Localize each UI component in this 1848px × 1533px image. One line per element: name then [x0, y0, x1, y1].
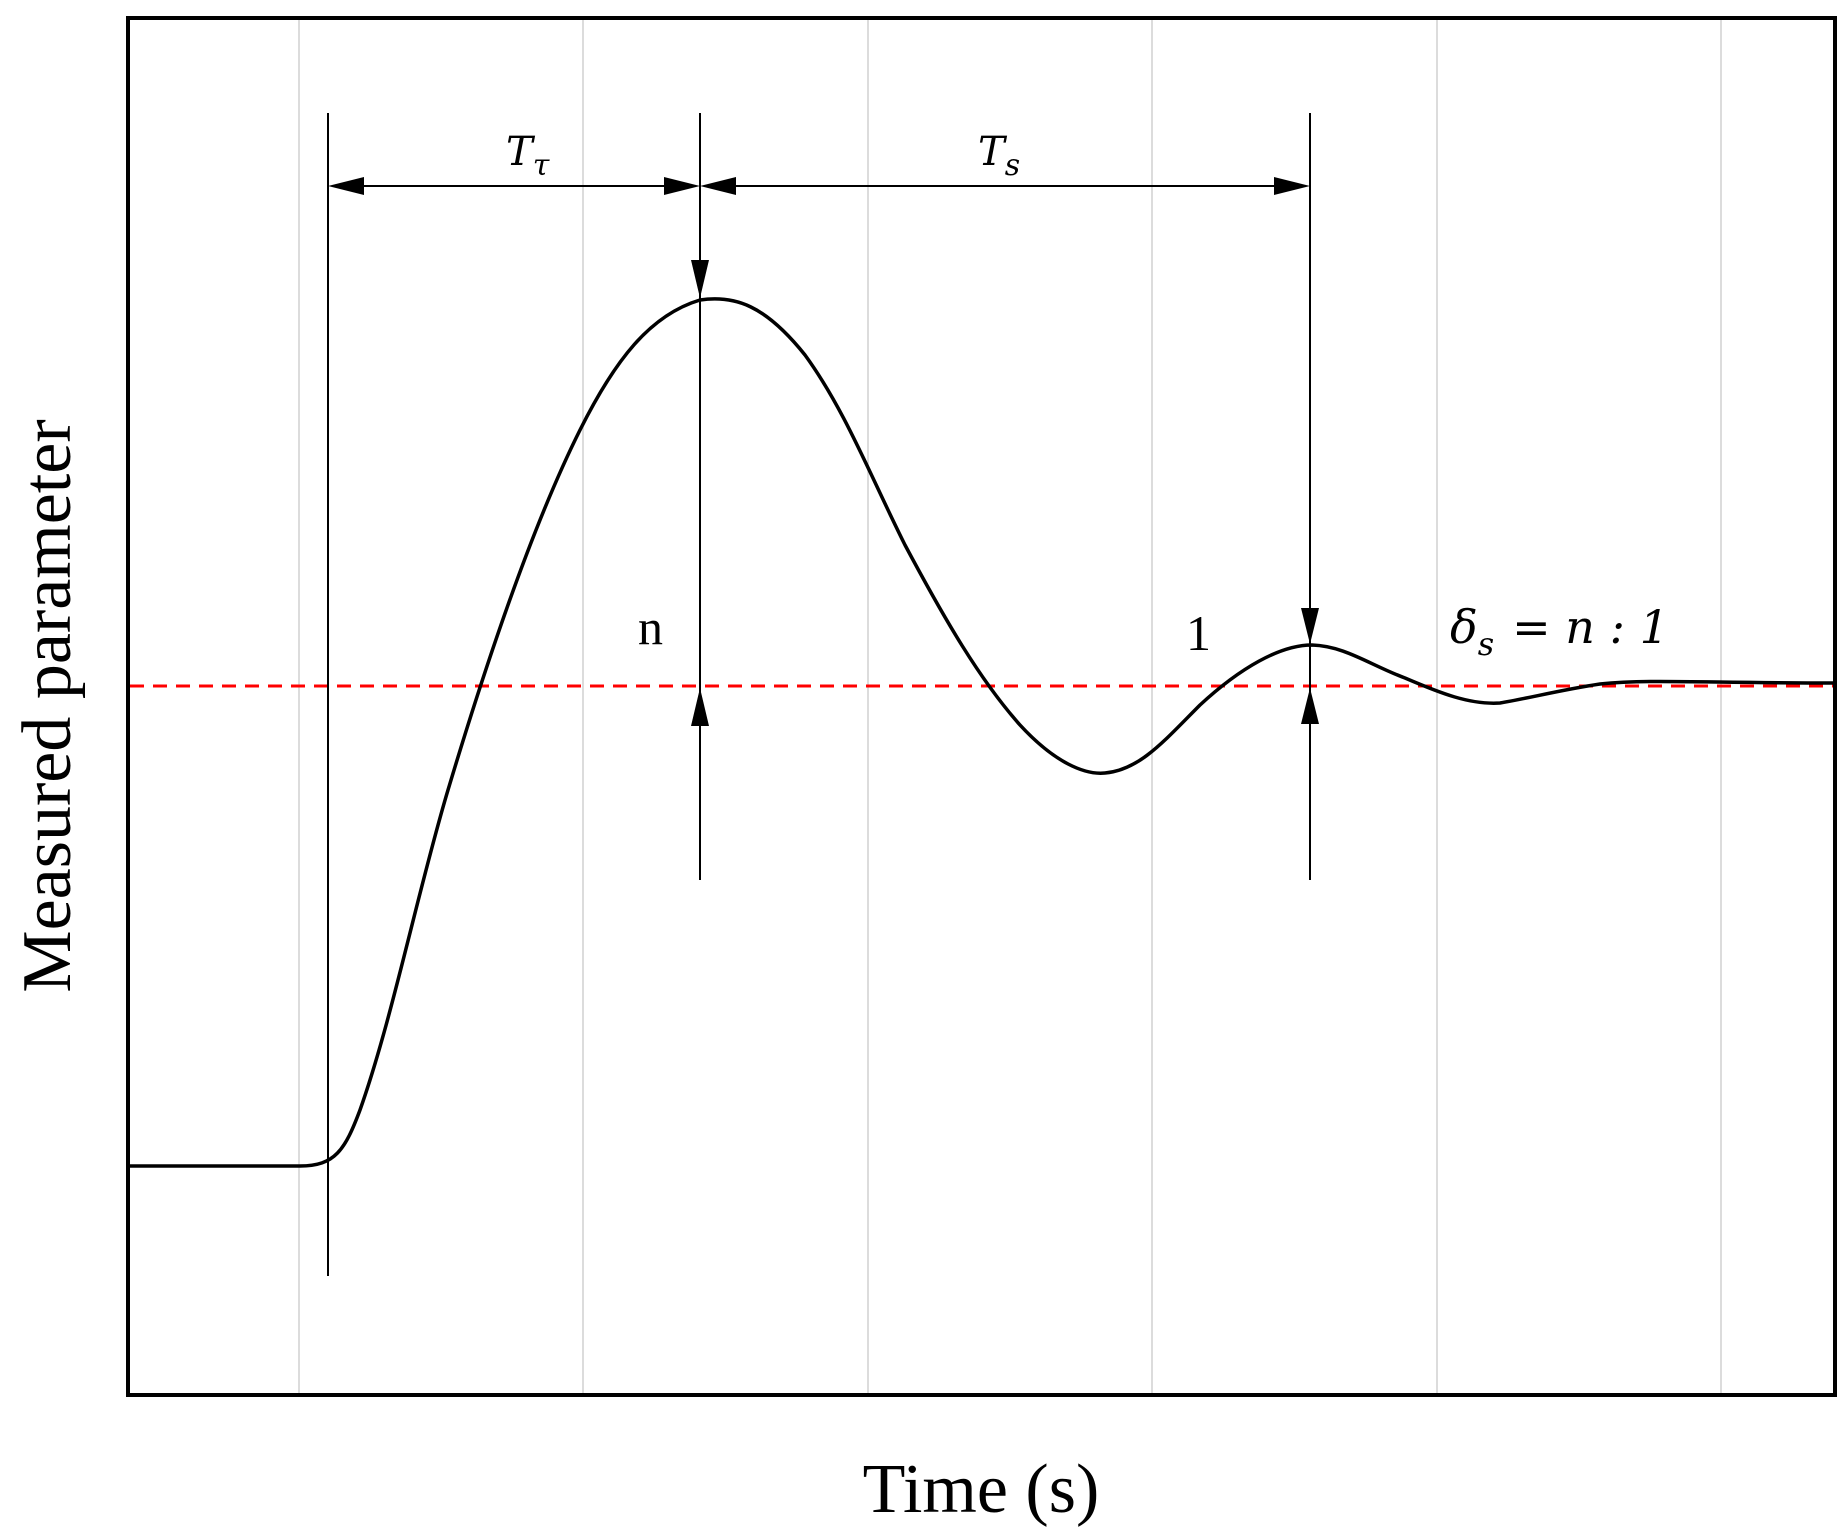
response-curve [128, 297, 1836, 1168]
decay-ratio-sub: s [1478, 625, 1494, 663]
decay-ratio-text: = n : 1 [1512, 600, 1669, 654]
period-arrow-left [328, 177, 364, 195]
dimension-arrows [328, 177, 1310, 195]
first-amplitude-label: n [638, 599, 663, 655]
x-axis-title: Time (s) [863, 1451, 1100, 1528]
y-axis-title: Measured parameter [9, 419, 86, 992]
decay-ratio-delta: δ [1450, 600, 1478, 654]
first-peak-arrow-down [691, 260, 709, 298]
period-label: Tτ [506, 129, 550, 183]
plot-frame [126, 16, 1837, 1397]
second-amplitude-label: 1 [1186, 605, 1211, 661]
second-peak-arrow-down [1301, 608, 1319, 644]
period-label-main: T [506, 129, 536, 175]
settling-label-sub: s [1005, 148, 1020, 183]
marker-lines [327, 113, 1311, 1276]
settling-arrow-left [700, 177, 736, 195]
amplitude-arrows [691, 260, 1319, 726]
decay-ratio-label: δs = n : 1 [1450, 600, 1669, 663]
settling-label-main: T [978, 129, 1008, 175]
grid-lines [298, 20, 1722, 1394]
settling-arrow-right [1274, 177, 1310, 195]
period-arrow-right [664, 177, 700, 195]
second-peak-arrow-up [1301, 688, 1319, 724]
settling-label: Ts [978, 129, 1020, 183]
first-peak-arrow-up [691, 688, 709, 726]
period-label-sub: τ [533, 148, 550, 183]
